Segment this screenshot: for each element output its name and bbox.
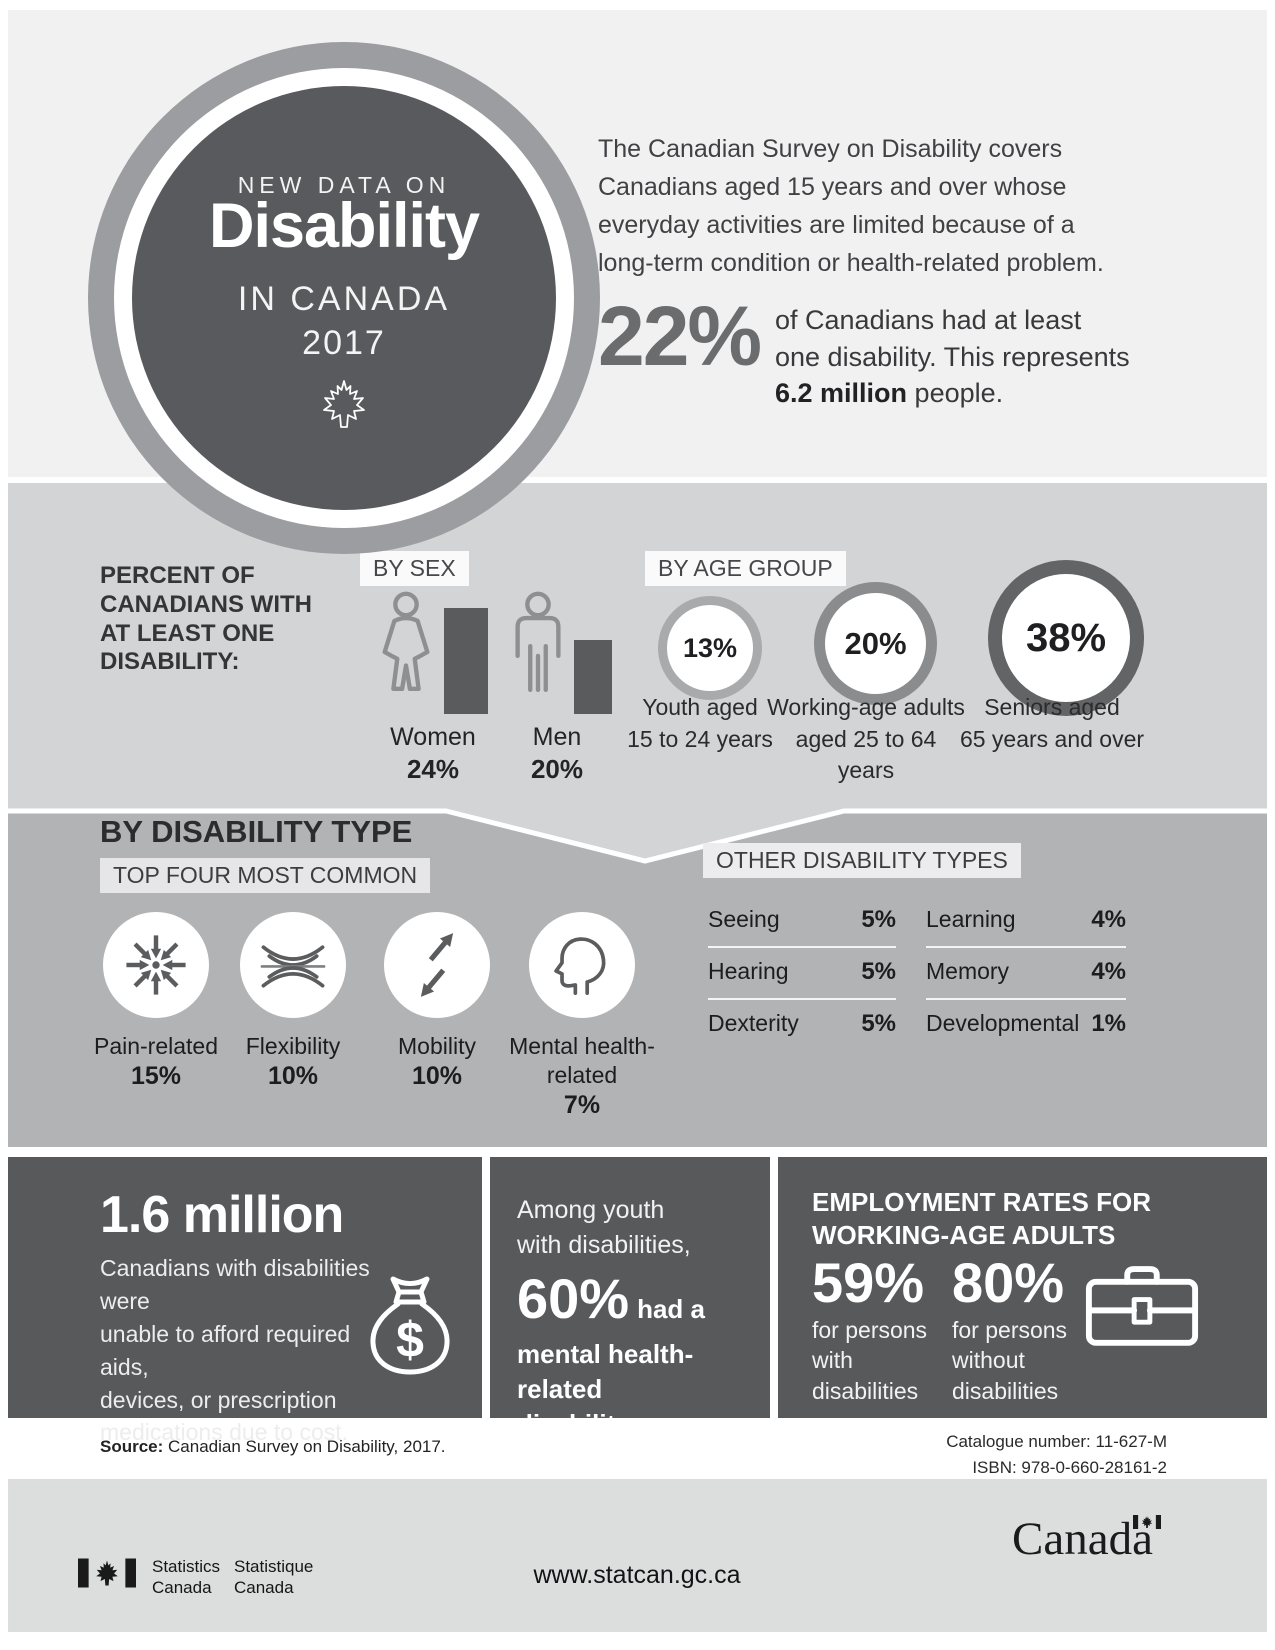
woman-icon (382, 591, 430, 692)
mobility-label-block: Mobility 10% (398, 1033, 476, 1090)
other-row-learning: Learning 4% (926, 906, 1126, 933)
statcan-website: www.statcan.gc.ca (533, 1561, 741, 1589)
chevron-divider (8, 805, 1267, 864)
mental-health-circle (529, 912, 635, 1018)
affordability-text: Canadians with disabilities were unable … (100, 1255, 370, 1446)
other-row-seeing: Seeing 5% (708, 906, 896, 933)
badge-kicker: NEW DATA ON (237, 172, 451, 198)
man-icon (515, 591, 561, 692)
badge-title: Disability (208, 191, 480, 261)
by-type-heading: BY DISABILITY TYPE (100, 814, 413, 849)
briefcase-icon (1085, 1266, 1199, 1346)
stat-22-caption: of Canadians had at least one disability… (775, 305, 1130, 409)
intro-paragraph: The Canadian Survey on Disability covers… (598, 135, 1104, 277)
affordability-panel: 1.6 million Canadians with disabilities … (8, 1157, 482, 1445)
wordmark-flag-icon (1132, 1515, 1161, 1529)
by-sex-label: BY SEX (360, 551, 469, 586)
age-circle-youth: 13% (658, 596, 762, 700)
mental-health-icon (554, 937, 606, 995)
pain-icon (126, 935, 186, 995)
statcan-flag-icon (78, 1558, 136, 1588)
title-badge: NEW DATA ON Disability IN CANADA 2017 (88, 42, 600, 554)
youth-intro: Among youth with disabilities, (517, 1196, 691, 1259)
top-four-label: TOP FOUR MOST COMMON (100, 858, 431, 893)
badge-ring: NEW DATA ON Disability IN CANADA 2017 (114, 68, 574, 528)
employment-heading: EMPLOYMENT RATES FOR WORKING-AGE ADULTS (812, 1187, 1151, 1250)
men-bar (574, 640, 612, 714)
other-types-label: OTHER DISABILITY TYPES (703, 843, 1021, 878)
flexibility-circle (240, 912, 346, 1018)
stat-80-percent: 80% (952, 1251, 1065, 1314)
women-value: 24% (406, 754, 460, 785)
divider (708, 946, 896, 948)
divider (926, 946, 1126, 948)
pain-label-block: Pain-related 15% (93, 1033, 219, 1090)
by-age-group-label: BY AGE GROUP (645, 551, 846, 586)
canada-wordmark: Canada (1012, 1512, 1161, 1566)
footer-band (8, 1479, 1267, 1632)
source-note: Source: Canadian Survey on Disability, 2… (100, 1437, 446, 1456)
women-label-block: Women 24% (390, 723, 476, 785)
other-row-memory: Memory 4% (926, 958, 1126, 985)
women-bar (444, 608, 488, 714)
other-row-hearing: Hearing 5% (708, 958, 896, 985)
badge-subtitle: IN CANADA (237, 280, 451, 318)
age-label-seniors: Seniors aged 65 years and over (959, 694, 1145, 752)
catalogue-block: Catalogue number: 11-627-M ISBN: 978-0-6… (946, 1429, 1167, 1482)
divider (926, 998, 1126, 1000)
stat-1-6-million: 1.6 million (100, 1186, 344, 1244)
stat-59-percent: 59% (812, 1251, 925, 1314)
money-bag-icon: $ (370, 1276, 450, 1375)
maple-leaf-icon (323, 380, 365, 428)
stat-60-percent-row: 60% had a (517, 1267, 706, 1330)
employment-with-block: 59% for persons with disabilities (812, 1255, 952, 1406)
mental-health-label-block: Mental health-related 7% (509, 1033, 655, 1119)
other-row-dexterity: Dexterity 5% (708, 1010, 896, 1037)
flexibility-icon (260, 945, 326, 988)
svg-text:$: $ (396, 1312, 424, 1368)
age-label-youth: Youth aged 15 to 24 years (627, 694, 773, 752)
agency-name-en: Statistics Canada (152, 1557, 221, 1598)
youth-panel: Among youth with disabilities, 60% had a … (490, 1157, 770, 1439)
other-row-developmental: Developmental 1% (926, 1010, 1126, 1037)
stat-6-2-million: 6.2 million (775, 378, 908, 409)
men-label-block: Men 20% (530, 723, 584, 785)
badge-inner-circle: NEW DATA ON Disability IN CANADA 2017 (132, 86, 556, 510)
badge-year: 2017 (302, 324, 386, 362)
age-circle-working: 20% (814, 582, 937, 705)
employment-without-block: 80% for persons without disabilities (952, 1255, 1102, 1406)
age-label-working: Working-age adults aged 25 to 64 years (767, 694, 965, 784)
isbn: ISBN: 978-0-660-28161-2 (972, 1458, 1167, 1478)
flexibility-label-block: Flexibility 10% (245, 1033, 341, 1090)
catalogue-number: Catalogue number: 11-627-M (946, 1432, 1167, 1451)
men-value: 20% (530, 754, 584, 785)
stat-22-percent: 22% (598, 289, 762, 383)
stat-60-percent: 60% (517, 1267, 630, 1330)
youth-bold-text: mental health-related disability. (517, 1339, 694, 1440)
mobility-circle (384, 912, 490, 1018)
mobility-icon (420, 933, 454, 997)
divider (708, 998, 896, 1000)
pain-circle (103, 912, 209, 1018)
agency-name-fr: Statistique Canada (234, 1557, 314, 1598)
employment-panel: EMPLOYMENT RATES FOR WORKING-AGE ADULTS … (778, 1157, 1267, 1418)
band-divider-line (8, 477, 1267, 483)
prevalence-heading: PERCENT OF CANADIANS WITH AT LEAST ONE D… (100, 562, 312, 676)
